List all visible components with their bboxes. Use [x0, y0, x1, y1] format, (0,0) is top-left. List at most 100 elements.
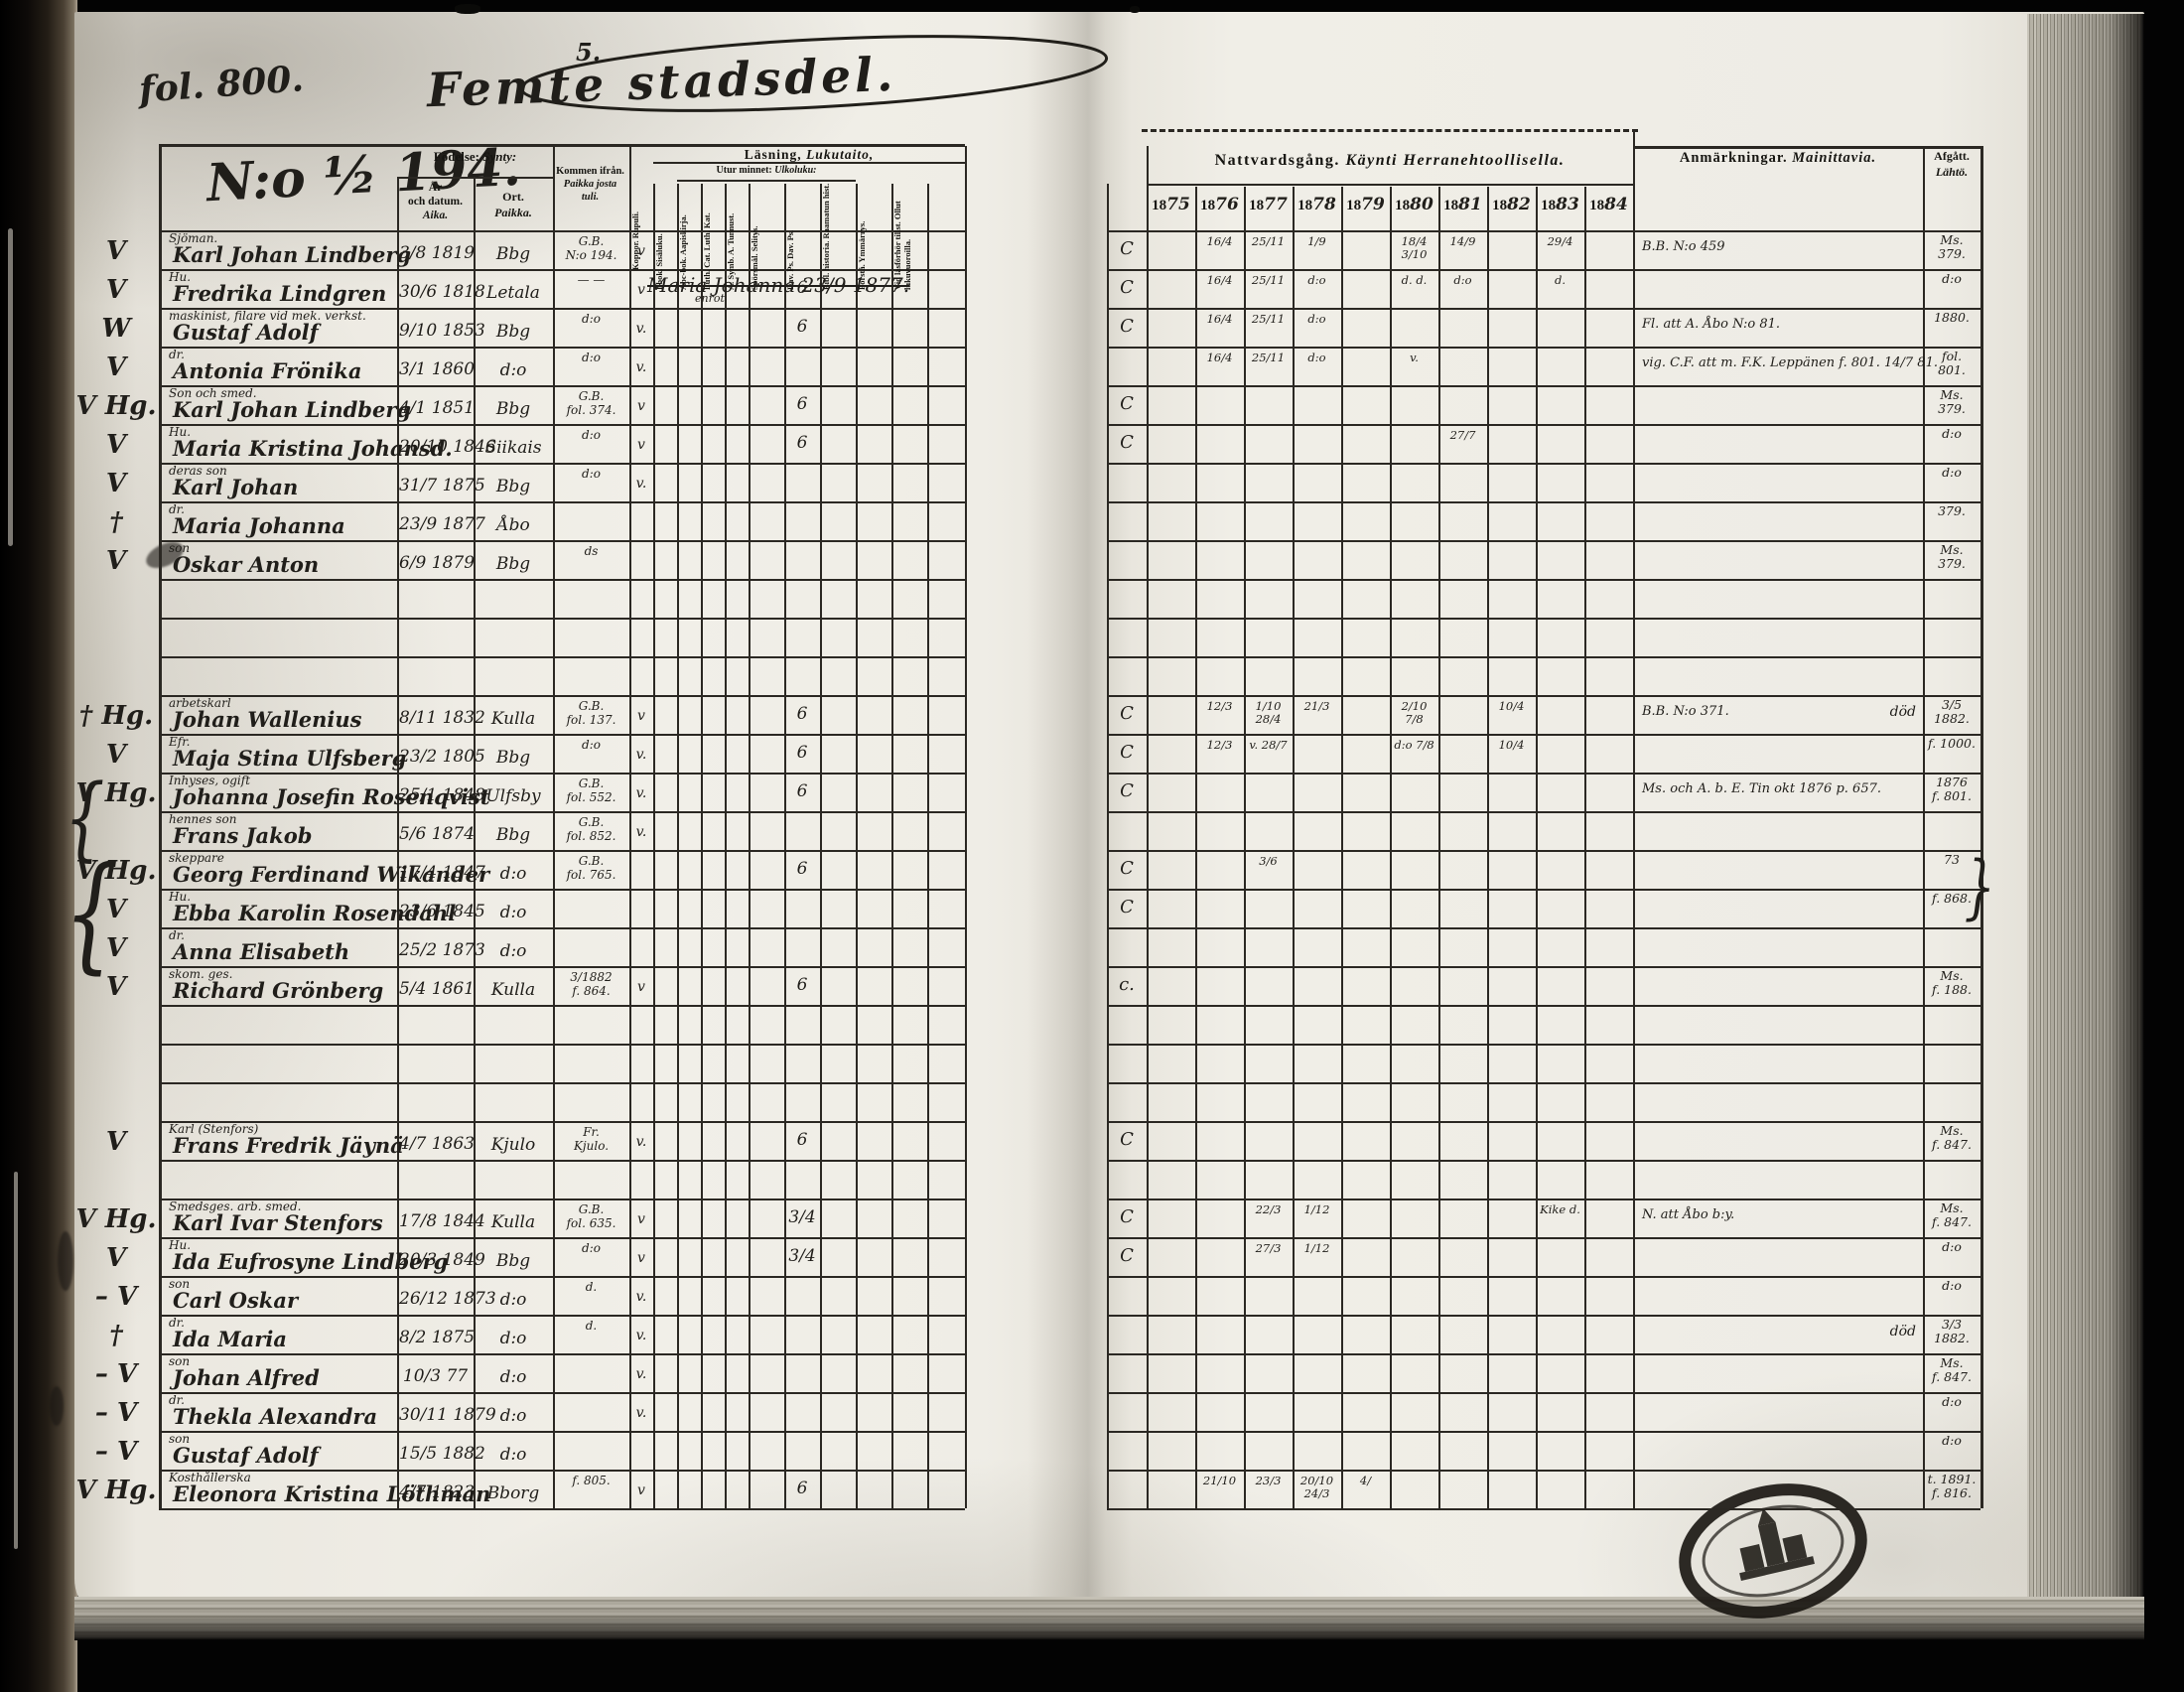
header-remarks-sv: Anmärkningar.: [1679, 150, 1788, 166]
row-birth-place: Kulla: [490, 709, 536, 729]
row-communion-check: C: [1120, 897, 1134, 917]
row-margin-mark: V: [105, 1243, 127, 1273]
row-arrived-from: d:o: [582, 738, 601, 752]
header-reading-group: Läsning, Lukutaito,: [653, 147, 965, 163]
communion-date-1878: d:o: [1307, 273, 1326, 287]
grid-line: [629, 146, 631, 1508]
communion-date-1878: 1/12: [1303, 1202, 1330, 1216]
year-printed-prefix: 18: [1541, 198, 1557, 213]
grid-line: [1107, 1431, 1980, 1433]
row-reading-grade: 6: [796, 1479, 808, 1498]
row-arrived-from: — —: [577, 273, 606, 287]
header-remarks-fi: Mainittavia.: [1792, 150, 1877, 166]
row-reading-grade: 3/4: [788, 1207, 816, 1227]
communion-date-1876: 12/3: [1206, 699, 1233, 713]
grid-line: [1633, 146, 1980, 149]
grid-line: [1341, 187, 1343, 1508]
row-departed: 1880.: [1934, 310, 1970, 325]
grid-line: [1487, 187, 1489, 1508]
row-birth-place: Siikais: [484, 438, 542, 458]
row-name: Johan Wallenius: [173, 707, 362, 732]
communion-date-1883: Kike d.: [1540, 1202, 1580, 1216]
grid-line: [701, 184, 703, 1508]
row-birth-date: 30/11 1879: [399, 1405, 496, 1425]
row-arrived-from: d:o: [582, 351, 601, 364]
row-reading-grade: 6: [796, 859, 808, 879]
year-header: 1883: [1536, 195, 1584, 214]
row-birth-date: 17/4 1847: [399, 863, 485, 883]
row-occupation-note: deras son: [169, 464, 227, 478]
margin-brace: {: [64, 765, 105, 871]
row-remark: vig. C.F. att m. F.K. Leppänen f. 801. 1…: [1642, 355, 1938, 370]
row-margin-mark: V: [105, 1127, 127, 1157]
row-vaccination-mark: v: [637, 243, 645, 259]
row-occupation-note: dr.: [169, 502, 185, 516]
row-remark: Ms. och A. b. E. Tin okt 1876 p. 657.: [1642, 781, 1881, 796]
grid-line: [397, 177, 399, 1508]
row-birth-place: Bbg: [495, 244, 531, 264]
row-vaccination-mark: v: [637, 1482, 645, 1498]
row-occupation-note: son: [169, 1277, 191, 1291]
grid-line: [159, 1044, 965, 1046]
row-name: Richard Grönberg: [173, 978, 384, 1003]
row-occupation-note: dr.: [169, 928, 185, 942]
row-departed: 379.: [1938, 503, 1966, 518]
row-vaccination-mark: v.: [635, 1405, 647, 1421]
row-margin-mark: †: [109, 1321, 123, 1350]
row-occupation-note: Smedsges. arb. smed.: [169, 1199, 302, 1213]
grid-line: [159, 501, 965, 503]
row-remark: B.B. N:o 459: [1642, 239, 1725, 254]
row-name: Gustaf Adolf: [173, 320, 319, 345]
row-birth-date: 3/8 1819: [399, 243, 476, 263]
grid-line: [1107, 927, 1980, 929]
grid-line: [1107, 424, 1980, 426]
grid-line: [159, 1353, 965, 1355]
row-occupation-note: Hu.: [169, 270, 192, 284]
row-name: Karl Johan Lindberg: [173, 397, 412, 422]
year-handwritten-digits: 79: [1361, 195, 1385, 214]
row-departed: Ms. 379.: [1938, 387, 1966, 416]
communion-date-1877: v. 28/7: [1249, 738, 1288, 752]
row-arrived-from: d:o: [582, 467, 601, 481]
grid-line: [1390, 187, 1392, 1508]
year-header: 1876: [1195, 195, 1244, 214]
grid-line: [159, 424, 965, 426]
row-birth-date: 25/2 1873: [399, 940, 485, 960]
grid-line: [1142, 129, 1638, 132]
grid-line: [1107, 184, 1109, 1508]
year-handwritten-digits: 75: [1166, 195, 1190, 214]
row-birth-place: d:o: [499, 360, 527, 380]
grid-line: [159, 144, 162, 1508]
margin-brace: {: [64, 840, 120, 986]
grid-line: [1980, 146, 1983, 1508]
header-birth-group: Födelse: Synty:: [397, 149, 553, 165]
communion-date-1876: 16/4: [1206, 312, 1233, 326]
grid-line: [1107, 230, 1980, 232]
row-arrived-from: G.B. fol. 635.: [566, 1202, 616, 1230]
row-name: Johan Alfred: [173, 1365, 320, 1390]
row-birth-date: 20/3 1849: [399, 1250, 485, 1270]
row-birth-date: 30/6 1818: [399, 282, 485, 302]
row-departed: Ms. f. 847.: [1932, 1123, 1972, 1152]
grid-line: [1107, 308, 1980, 310]
row-name: Karl Ivar Stenfors: [173, 1210, 383, 1235]
grid-line: [1107, 540, 1980, 542]
row-birth-place: Kjulo: [490, 1135, 536, 1155]
row-remark-right: död: [1889, 704, 1916, 720]
grid-line: [159, 347, 965, 349]
row-birth-date: 8/2 1875: [399, 1328, 476, 1347]
row-margin-mark: †: [109, 507, 123, 537]
row-vaccination-mark: v: [637, 282, 645, 298]
communion-date-1877: 1/10 28/4: [1255, 699, 1282, 727]
header-reading-fi: Lukutaito,: [806, 147, 875, 162]
row-occupation-note: dr.: [169, 1393, 185, 1407]
row-occupation-note: Sjöman.: [169, 231, 218, 245]
row-remark: B.B. N:o 371.: [1642, 704, 1729, 719]
page-number-note: 5.: [576, 38, 602, 67]
grid-line: [1195, 187, 1197, 1508]
row-name: Georg Ferdinand Wikander: [173, 862, 490, 887]
header-arrived-from-sv: Kommen ifrån.: [556, 166, 624, 177]
grid-line: [856, 184, 858, 1508]
row-margin-mark: V: [105, 546, 127, 576]
